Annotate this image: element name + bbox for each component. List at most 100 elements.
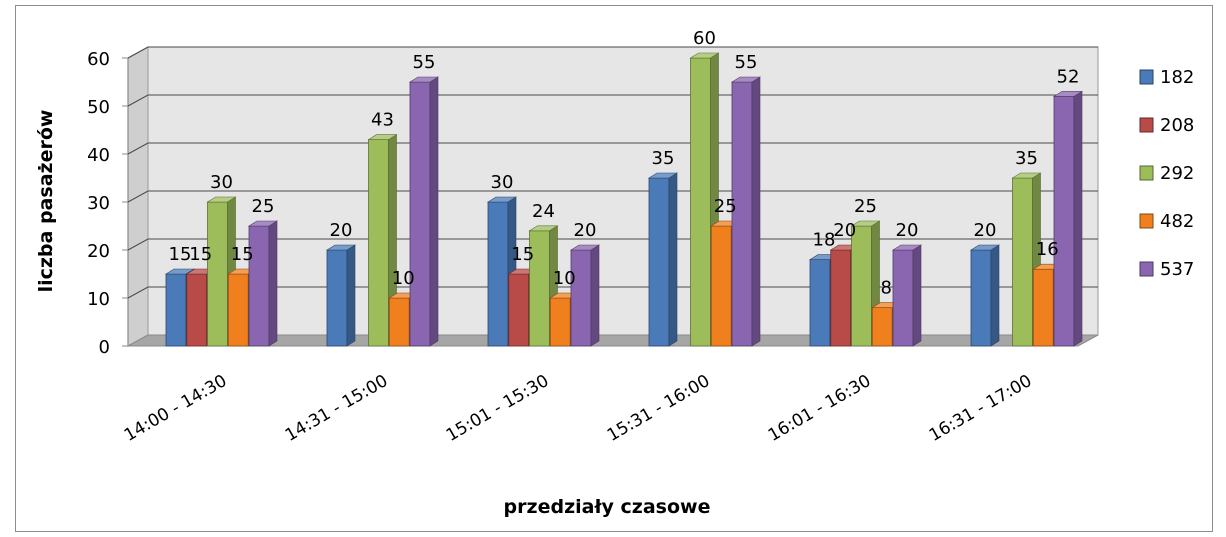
bar-front bbox=[165, 273, 187, 347]
data-label: 43 bbox=[371, 110, 394, 131]
data-label: 20 bbox=[896, 220, 919, 241]
bar bbox=[408, 76, 440, 347]
bar-front bbox=[227, 273, 249, 347]
bar-front bbox=[1032, 268, 1054, 347]
bar-top bbox=[164, 268, 196, 275]
bar-top bbox=[486, 196, 518, 203]
legend-label: 482 bbox=[1160, 211, 1194, 232]
bar-side bbox=[346, 244, 356, 347]
y-tick-label: 20 bbox=[87, 241, 110, 262]
data-label: 35 bbox=[652, 148, 675, 169]
data-label: 18 bbox=[813, 230, 836, 251]
x-tick-label: 16:01 - 16:30 bbox=[765, 371, 875, 446]
legend-label: 537 bbox=[1160, 259, 1194, 280]
bar bbox=[569, 244, 601, 347]
bar-side bbox=[590, 244, 600, 347]
bars bbox=[164, 52, 1084, 347]
data-label: 15 bbox=[189, 244, 212, 265]
y-tick-label: 40 bbox=[87, 145, 110, 166]
data-label: 52 bbox=[1057, 66, 1080, 87]
bar-top bbox=[730, 76, 762, 83]
bar-top bbox=[1011, 172, 1042, 179]
bar-front bbox=[809, 259, 831, 347]
gridlines bbox=[127, 46, 1098, 299]
bar-front bbox=[1053, 96, 1075, 347]
legend-item: 182 bbox=[1139, 67, 1194, 88]
bar-front bbox=[710, 225, 732, 347]
legend-swatch bbox=[1139, 69, 1154, 85]
bar-front bbox=[1012, 177, 1033, 347]
bar-top bbox=[891, 244, 923, 251]
y-axis-title: liczba pasażerów bbox=[35, 110, 57, 293]
bar-front bbox=[388, 297, 410, 347]
gridline bbox=[127, 286, 1098, 299]
bar-top bbox=[1052, 91, 1084, 97]
bar-front bbox=[690, 57, 711, 347]
data-label: 20 bbox=[974, 220, 997, 241]
y-tick-label: 60 bbox=[87, 49, 110, 70]
x-tick-label: 15:31 - 16:00 bbox=[604, 371, 714, 446]
legend-item: 208 bbox=[1139, 115, 1194, 136]
bar bbox=[367, 134, 398, 347]
legend-item: 292 bbox=[1139, 163, 1194, 184]
y-tick-label: 0 bbox=[99, 337, 110, 358]
bar-top bbox=[206, 196, 237, 203]
legend: 182 208 292 482 537 bbox=[1139, 67, 1194, 280]
legend-swatch bbox=[1139, 213, 1154, 229]
data-label: 20 bbox=[833, 220, 856, 241]
bar bbox=[247, 220, 279, 347]
gridline bbox=[127, 190, 1098, 203]
bar-front bbox=[970, 249, 992, 347]
x-tick-label: 14:00 - 14:30 bbox=[121, 371, 231, 446]
bar-top bbox=[850, 220, 881, 227]
legend-label: 182 bbox=[1160, 67, 1194, 88]
bar-front bbox=[368, 139, 389, 347]
data-labels: 1515301525204310553015241020356025551820… bbox=[169, 28, 1080, 299]
data-label: 16 bbox=[1036, 239, 1059, 260]
bar-top bbox=[247, 220, 279, 227]
data-label: 25 bbox=[714, 196, 737, 217]
bar-top bbox=[689, 52, 720, 59]
bar-front bbox=[409, 81, 431, 347]
data-label: 25 bbox=[252, 196, 275, 217]
bar-front bbox=[830, 249, 852, 347]
bar-side bbox=[429, 76, 439, 347]
bar-front bbox=[851, 225, 872, 347]
bar-side bbox=[1073, 90, 1083, 347]
data-label: 15 bbox=[511, 244, 534, 265]
bar-side bbox=[751, 76, 761, 347]
x-axis-title: przedziały czasowe bbox=[504, 496, 711, 518]
bar-top bbox=[647, 172, 679, 179]
bar-top bbox=[408, 76, 440, 83]
bar bbox=[1052, 90, 1084, 347]
bar-front bbox=[570, 249, 592, 347]
data-label: 30 bbox=[491, 172, 514, 193]
bar-front bbox=[892, 249, 914, 347]
legend-item: 537 bbox=[1139, 259, 1194, 280]
data-label: 55 bbox=[735, 52, 758, 73]
bar bbox=[325, 244, 357, 347]
data-label: 20 bbox=[330, 220, 353, 241]
bar bbox=[730, 76, 762, 347]
legend-item: 482 bbox=[1139, 211, 1194, 232]
legend-swatch bbox=[1139, 165, 1154, 181]
bar-side bbox=[990, 244, 1000, 347]
y-tick-label: 30 bbox=[87, 193, 110, 214]
data-label: 15 bbox=[169, 244, 192, 265]
bar-front bbox=[648, 177, 670, 347]
data-label: 25 bbox=[854, 196, 877, 217]
legend-label: 208 bbox=[1160, 115, 1194, 136]
y-tick-label: 10 bbox=[87, 289, 110, 310]
data-label: 20 bbox=[574, 220, 597, 241]
x-axis-categories: 14:00 - 14:30 14:31 - 15:00 15:01 - 15:30 1… bbox=[121, 371, 1036, 446]
bar-front bbox=[871, 307, 893, 347]
bar-top bbox=[367, 134, 398, 140]
x-tick-label: 14:31 - 15:00 bbox=[282, 371, 392, 446]
data-label: 60 bbox=[693, 28, 716, 49]
x-tick-label: 15:01 - 15:30 bbox=[443, 371, 553, 446]
y-axis-ticks: 0 10 20 30 40 50 60 bbox=[87, 49, 128, 358]
data-label: 30 bbox=[210, 172, 233, 193]
data-label: 15 bbox=[231, 244, 254, 265]
data-label: 55 bbox=[413, 52, 436, 73]
